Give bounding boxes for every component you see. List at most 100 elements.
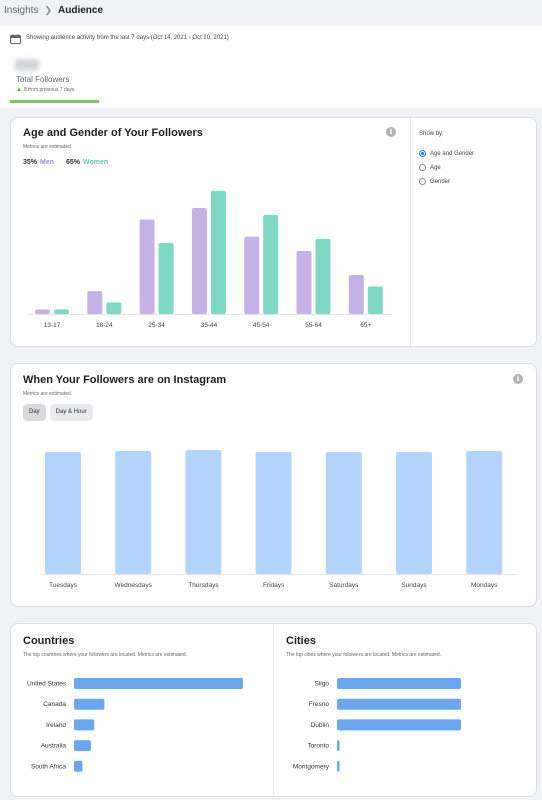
bar-fridays — [256, 452, 292, 574]
x-tick-label: Mondays — [471, 582, 498, 589]
days-chart: Tuesdays Wednesdays Thursdays Fridays Saturd… — [20, 440, 530, 595]
location-label: United States — [27, 681, 67, 688]
follower-delta: ▲ 8 from previous 7 days — [16, 87, 75, 93]
location-label: Toronto — [307, 743, 329, 750]
info-icon[interactable]: i — [513, 374, 523, 384]
bar-toronto — [337, 740, 340, 751]
x-tick-label: 25-34 — [148, 322, 165, 329]
when-subtitle: Metrics are estimated. — [23, 391, 72, 397]
location-label: South Africa — [31, 763, 66, 770]
bar-men-18-24 — [87, 291, 102, 314]
show-by-panel: Show by: Age and Gender Age Gender — [410, 118, 537, 346]
chevron-right-icon: ❯ — [44, 5, 52, 16]
x-tick-label: Tuesdays — [49, 582, 78, 589]
radio-gender[interactable]: Gender — [419, 178, 450, 185]
countries-chart: United States Canada Ireland Australia South… — [14, 670, 270, 780]
location-label: Montgomery — [293, 763, 330, 770]
bar-men-55-64 — [297, 251, 312, 314]
bar-tuesdays — [45, 452, 81, 574]
bar-women-35-44 — [211, 191, 226, 314]
bar-united-states — [74, 678, 243, 689]
follower-delta-text: 8 from previous 7 days — [24, 87, 75, 93]
women-pct-value: 65% — [66, 159, 80, 166]
radio-unselected-icon — [419, 178, 426, 185]
bar-fresno — [337, 699, 461, 710]
countries-subtitle: The top countries where your followers a… — [23, 652, 187, 658]
breadcrumb: Insights ❯ Audience — [4, 5, 103, 16]
location-label: Canada — [43, 701, 66, 708]
location-label: Sligo — [315, 681, 330, 688]
bar-thursdays — [185, 450, 221, 574]
tab-day[interactable]: Day — [23, 404, 46, 421]
total-followers-label: Total Followers — [16, 75, 69, 84]
countries-title: Countries — [23, 635, 74, 647]
bar-men-45-54 — [244, 237, 259, 314]
bar-sligo — [337, 678, 461, 689]
radio-age-and-gender[interactable]: Age and Gender — [419, 150, 474, 157]
bar-women-55-64 — [316, 239, 331, 314]
arrow-up-icon: ▲ — [16, 87, 22, 93]
bar-sundays — [396, 452, 432, 574]
x-tick-label: Saturdays — [329, 582, 359, 589]
cities-chart: Sligo Fresno Dublin Toronto Montgomery — [276, 670, 532, 780]
women-label: Women — [83, 159, 108, 166]
bar-men-35-44 — [192, 208, 207, 314]
bar-dublin — [337, 719, 461, 730]
bar-women-45-54 — [263, 215, 278, 314]
x-tick-label: 18-24 — [96, 322, 113, 329]
x-tick-label: 55-64 — [305, 322, 322, 329]
women-percentage: 65% Women — [66, 159, 108, 166]
x-tick-label: 65+ — [360, 322, 371, 329]
locations-divider — [273, 624, 274, 796]
x-tick-label: Wednesdays — [114, 582, 152, 589]
cities-subtitle: The top cities where your followers are … — [286, 652, 441, 658]
when-tabs: Day Day & Hour — [23, 404, 97, 421]
men-label: Men — [40, 159, 54, 166]
bar-ireland — [74, 719, 94, 730]
x-tick-label: Sundays — [401, 582, 427, 589]
age-gender-chart: 13-17 18-24 25-34 35-44 45-54 55-64 65+ — [20, 170, 400, 335]
x-tick-label: Fridays — [263, 582, 285, 589]
location-label: Fresno — [309, 701, 330, 708]
show-by-title: Show by: — [419, 131, 444, 137]
bar-montgomery — [337, 761, 340, 772]
follower-count-blurred — [14, 59, 40, 71]
tab-day-and-hour[interactable]: Day & Hour — [50, 404, 93, 421]
radio-age[interactable]: Age — [419, 164, 441, 171]
bar-australia — [74, 740, 91, 751]
bar-canada — [74, 699, 104, 710]
bar-women-18-24 — [106, 303, 121, 314]
calendar-icon — [10, 34, 21, 44]
bar-wednesdays — [115, 451, 151, 574]
bar-women-25-34 — [159, 243, 174, 314]
follower-progress-bar — [10, 100, 99, 103]
x-tick-label: 45-54 — [253, 322, 270, 329]
bar-south-africa — [74, 761, 82, 772]
info-icon[interactable]: i — [386, 127, 396, 137]
age-gender-subtitle: Metrics are estimated. — [23, 144, 72, 150]
activity-range-text: Showing audience activity from the last … — [26, 35, 229, 41]
bar-men-25-34 — [140, 220, 155, 315]
radio-label: Age — [430, 165, 441, 171]
cities-title: Cities — [286, 635, 316, 647]
when-title: When Your Followers are on Instagram — [23, 374, 226, 386]
breadcrumb-insights-link[interactable]: Insights — [4, 5, 38, 16]
radio-label: Gender — [430, 179, 450, 185]
bar-men-13-17 — [35, 309, 50, 314]
bar-women-65+ — [368, 287, 383, 314]
bar-mondays — [466, 451, 502, 574]
x-tick-label: Thursdays — [188, 582, 219, 589]
location-label: Ireland — [46, 722, 66, 729]
bar-men-65+ — [349, 275, 364, 314]
x-tick-label: 35-44 — [201, 322, 218, 329]
breadcrumb-current: Audience — [58, 5, 103, 16]
bar-women-13-17 — [54, 309, 69, 314]
location-label: Australia — [41, 743, 67, 750]
age-gender-title: Age and Gender of Your Followers — [23, 127, 203, 139]
bar-saturdays — [326, 452, 362, 574]
x-tick-label: 13-17 — [44, 322, 61, 329]
men-pct-value: 35% — [23, 159, 37, 166]
radio-unselected-icon — [419, 164, 426, 171]
radio-label: Age and Gender — [430, 151, 474, 157]
location-label: Dublin — [311, 722, 330, 729]
